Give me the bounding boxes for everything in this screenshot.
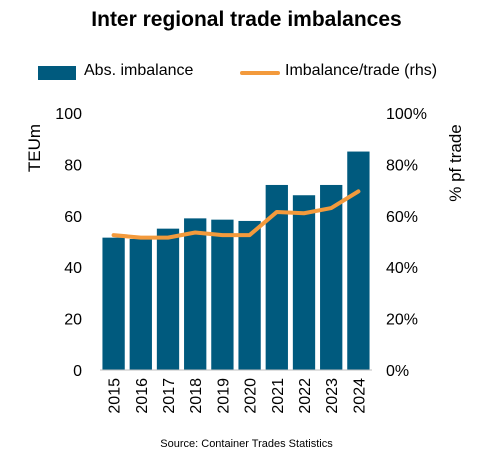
x-tick-label: 2019 [215,378,232,414]
x-tick-label: 2018 [188,378,205,414]
x-tick-label: 2020 [243,378,260,414]
y-axis-title: TEUm [25,124,44,172]
bar-2022 [292,195,316,370]
bar-series [102,151,370,370]
x-tick-label: 2022 [297,378,314,414]
y2-tick-label: 0% [386,363,409,380]
bar-2024 [347,151,370,370]
y2-tick-label: 40% [386,260,418,277]
bar-2017 [156,228,180,370]
y-tick-label: 40 [64,260,82,277]
x-axis-ticks: 2015 2016 2017 2018 2019 2020 2021 2022 2023 2024 [107,378,369,414]
x-tick-label: 2017 [161,378,178,414]
y2-axis-ticks: 0% 20% 40% 60% 80% 100% [386,106,427,380]
y2-tick-label: 80% [386,157,418,174]
y2-tick-label: 100% [386,106,427,123]
x-tick-label: 2024 [351,378,368,414]
bar-2021 [265,184,288,370]
x-tick-label: 2015 [107,378,124,414]
ratio-line [111,189,361,240]
bar-2023 [320,184,343,370]
y-tick-label: 60 [64,209,82,226]
x-tick-label: 2016 [134,378,151,414]
source-note: Source: Container Trades Statistics [160,438,333,450]
x-tick-label: 2023 [324,378,341,414]
y-tick-label: 100 [55,106,82,123]
legend: Abs. imbalance Imbalance/trade (rhs) [0,60,493,84]
y2-axis-title: % pf trade [446,124,465,202]
y2-tick-label: 20% [386,312,418,329]
y-tick-label: 80 [64,157,82,174]
bar-2016 [129,238,152,370]
legend-bar-swatch [38,66,76,80]
legend-line-label: Imbalance/trade (rhs) [285,62,438,79]
y2-tick-label: 60% [386,209,418,226]
legend-line-swatch [240,71,280,75]
bar-2019 [211,219,234,370]
y-axis-ticks: 0 20 40 60 80 100 [55,106,82,380]
y-tick-label: 0 [73,363,82,380]
legend-bar-label: Abs. imbalance [84,62,194,79]
x-tick-label: 2021 [270,378,287,414]
bar-2015 [102,237,125,370]
y-tick-label: 20 [64,312,82,329]
bar-2018 [184,218,207,370]
chart-title: Inter regional trade imbalances [91,8,402,31]
bar-2020 [238,220,261,370]
